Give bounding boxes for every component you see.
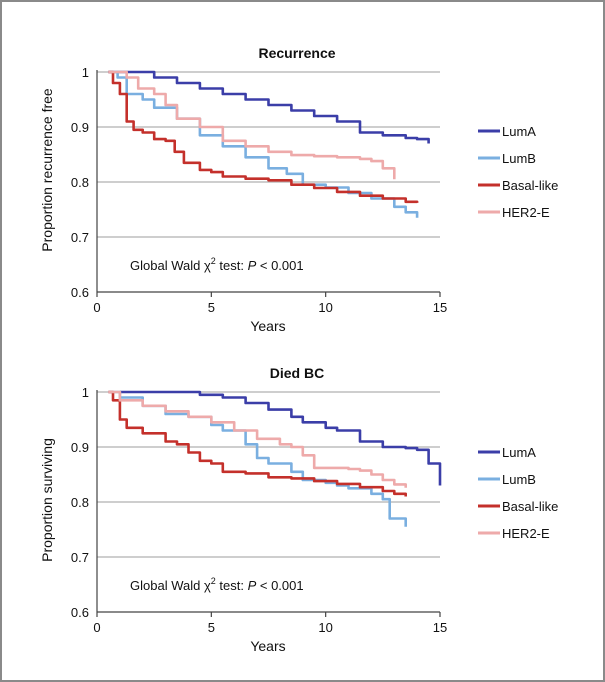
series-line-her2-e	[108, 390, 407, 488]
y-tick-label: 0.8	[71, 495, 89, 510]
x-axis-label: Years	[250, 318, 285, 334]
chart-title: Recurrence	[258, 45, 335, 61]
series-line-her2-e	[108, 70, 396, 180]
x-tick-label: 15	[433, 300, 447, 315]
legend-label: LumB	[502, 151, 536, 166]
y-tick-label: 0.6	[71, 605, 89, 620]
wald-test-annotation: Global Wald χ2 test: P < 0.001	[130, 576, 304, 593]
series-line-basal-like	[108, 70, 419, 204]
plot-area: 0.60.70.80.910 5 10 15	[71, 65, 447, 315]
y-tick-label: 0.8	[71, 175, 89, 190]
legend-label: LumA	[502, 445, 536, 460]
chart-title: Died BC	[270, 365, 324, 381]
y-tick-label: 0.6	[71, 285, 89, 300]
x-tick-label: 10	[318, 620, 332, 635]
legend-label: LumA	[502, 124, 536, 139]
legend-label: Basal-like	[502, 178, 558, 193]
y-tick-label: 1	[82, 65, 89, 80]
y-axis-label: Proportion recurrence free	[39, 88, 55, 252]
series-line-lumb	[108, 390, 407, 527]
y-tick-label: 0.7	[71, 230, 89, 245]
y-axis-label: Proportion surviving	[39, 438, 55, 562]
x-tick-label: 0	[93, 300, 100, 315]
legend-label: HER2-E	[502, 526, 550, 541]
series-line-luma	[119, 390, 442, 486]
x-tick-label: 0	[93, 620, 100, 635]
plot-area: 0.60.70.80.910 5 10 15	[71, 385, 447, 635]
x-tick-label: 5	[208, 620, 215, 635]
y-tick-label: 1	[82, 385, 89, 400]
wald-test-annotation: Global Wald χ2 test: P < 0.001	[130, 256, 304, 273]
legend-label: Basal-like	[502, 499, 558, 514]
legend-label: LumB	[502, 472, 536, 487]
chart-died-bc: Died BC Proportion surviving Years 0.6 0.…	[39, 365, 558, 654]
legend-label: HER2-E	[502, 205, 550, 220]
x-tick-label: 10	[318, 300, 332, 315]
chart-recurrence: Recurrence Proportion recurrence free Ye…	[39, 45, 558, 334]
x-tick-label: 5	[208, 300, 215, 315]
series-line-luma	[108, 70, 430, 144]
y-tick-label: 0.9	[71, 440, 89, 455]
y-tick-label: 0.9	[71, 120, 89, 135]
x-tick-label: 15	[433, 620, 447, 635]
legend: LumA LumB Basal-like HER2-E	[478, 124, 558, 220]
series-line-basal-like	[108, 390, 407, 497]
legend: LumA LumB Basal-like HER2-E	[478, 445, 558, 541]
y-tick-label: 0.7	[71, 550, 89, 565]
x-axis-label: Years	[250, 638, 285, 654]
series-line-lumb	[108, 70, 419, 218]
